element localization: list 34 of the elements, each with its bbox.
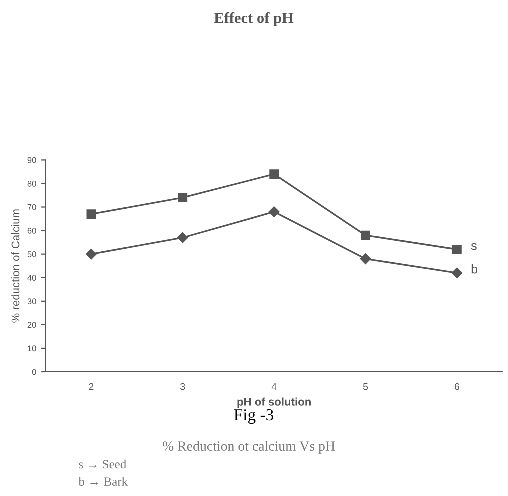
- text: s → Seed: [79, 460, 126, 469]
- x-axis-title: pH of solution: [238, 398, 311, 408]
- x-tick-label: 2: [89, 383, 94, 390]
- series-label: b: [472, 264, 478, 274]
- point: [86, 210, 96, 220]
- y-axis-title: % reduction of Calcium: [12, 210, 20, 323]
- point: [268, 206, 280, 218]
- y-tick-label: 30: [28, 298, 36, 305]
- text: b → Bark: [78, 477, 128, 486]
- point: [177, 232, 188, 244]
- chart-title: Effect of pH: [214, 12, 294, 26]
- point: [86, 248, 97, 260]
- series-label: s: [471, 243, 477, 250]
- y-tick-label: 90: [28, 157, 36, 164]
- point: [178, 193, 188, 203]
- y-tick-label: 0: [32, 369, 36, 376]
- text: % Reduction ot calcium Vs pH: [163, 441, 336, 454]
- y-tick-label: 60: [28, 228, 36, 234]
- x-tick-label: 3: [180, 383, 186, 390]
- point: [452, 244, 462, 254]
- point: [360, 254, 372, 264]
- x-tick-label: 6: [454, 383, 460, 390]
- y-tick-label: 70: [28, 204, 36, 210]
- text: Fig -3: [234, 409, 274, 424]
- point: [361, 230, 370, 240]
- y-tick-label: 20: [28, 322, 36, 328]
- y-tick-label: 10: [28, 346, 36, 352]
- y-tick-label: 40: [28, 275, 36, 281]
- point: [452, 268, 463, 279]
- point: [270, 170, 280, 180]
- y-tick-label: 80: [28, 180, 36, 187]
- x-tick-label: 4: [272, 383, 277, 390]
- y-tick-label: 50: [28, 252, 36, 258]
- x-tick-label: 5: [363, 383, 368, 390]
